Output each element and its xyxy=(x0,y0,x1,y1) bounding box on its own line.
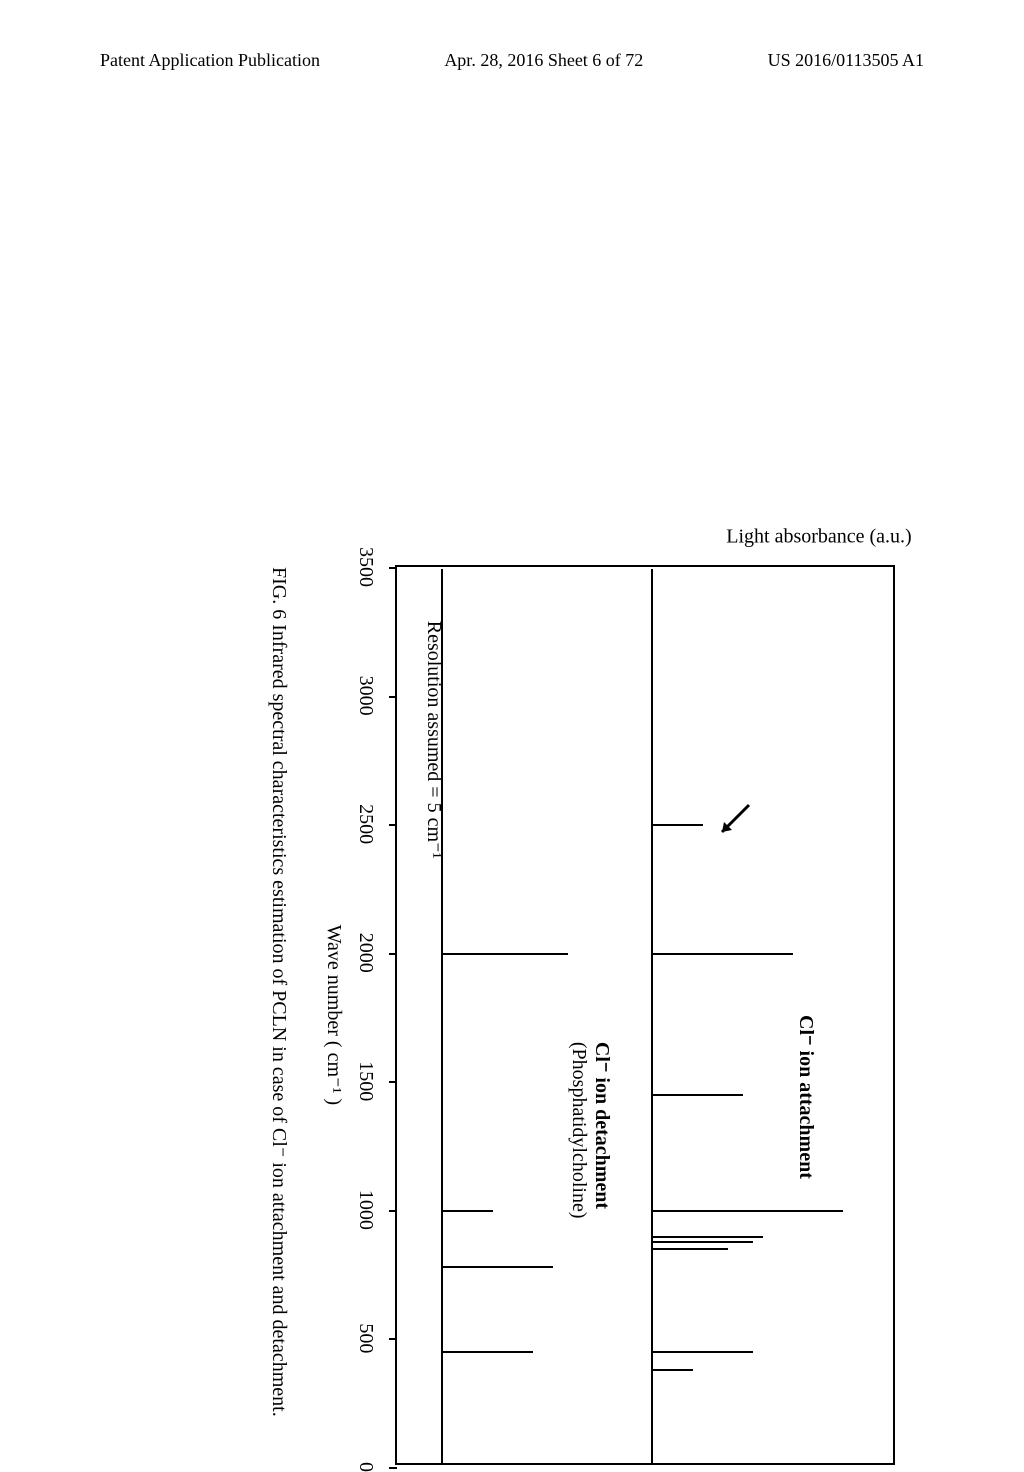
header-center: Apr. 28, 2016 Sheet 6 of 72 xyxy=(444,50,643,71)
spectrum-peak xyxy=(653,1210,843,1212)
bottom-trace-label: Cl⁻ ion detachment (Phosphatidylcholine) xyxy=(567,1042,615,1219)
header-right: US 2016/0113505 A1 xyxy=(768,50,924,71)
spectrum-peak xyxy=(443,1266,553,1268)
spectrum-peak xyxy=(443,1351,533,1353)
spectrum-peak xyxy=(653,824,703,826)
spectrum-peak xyxy=(443,953,568,955)
spectrum-peak xyxy=(443,1210,493,1212)
figure-container: Light absorbance (a.u.) Wave number ( cm… xyxy=(0,505,895,1225)
spectrum-peak xyxy=(653,1236,763,1238)
x-tick xyxy=(389,567,397,569)
spectrum-peak xyxy=(653,1241,753,1243)
spectrum-peak xyxy=(653,1248,728,1250)
x-tick-label: 0 xyxy=(354,1462,377,1472)
header-left: Patent Application Publication xyxy=(100,50,320,71)
x-tick xyxy=(389,1081,397,1083)
x-tick xyxy=(389,824,397,826)
x-tick xyxy=(389,1210,397,1212)
x-tick xyxy=(389,1467,397,1469)
x-tick xyxy=(389,953,397,955)
x-tick-label: 1000 xyxy=(354,1190,377,1230)
x-tick-label: 3000 xyxy=(354,676,377,716)
spectrum-baseline xyxy=(652,569,654,1465)
spectrum-peak xyxy=(653,1369,693,1371)
x-tick-label: 1500 xyxy=(354,1061,377,1101)
spectrum-peak xyxy=(653,1094,743,1096)
x-tick-label: 2000 xyxy=(354,933,377,973)
page-header: Patent Application Publication Apr. 28, … xyxy=(0,50,1024,71)
spectrum-peak xyxy=(653,953,793,955)
x-tick-label: 2500 xyxy=(354,804,377,844)
figure-caption: FIG. 6 Infrared spectral characteristics… xyxy=(267,567,292,1417)
x-tick xyxy=(389,696,397,698)
y-axis-label: Light absorbance (a.u.) xyxy=(726,526,911,549)
top-trace-label: Cl⁻ ion attachment xyxy=(794,1015,819,1179)
x-axis-label: Wave number ( cm⁻¹ ) xyxy=(322,925,347,1105)
x-tick xyxy=(389,1338,397,1340)
x-tick-label: 3500 xyxy=(354,547,377,587)
x-axis-ticks: 3500300025002000150010005000 xyxy=(389,567,397,1463)
arrow-icon xyxy=(709,800,754,845)
x-tick-label: 500 xyxy=(354,1323,377,1353)
resolution-note: Resolution assumed = 5 cm⁻¹ xyxy=(422,621,447,859)
spectrum-chart: Light absorbance (a.u.) Wave number ( cm… xyxy=(395,565,895,1465)
spectrum-peak xyxy=(653,1351,753,1353)
